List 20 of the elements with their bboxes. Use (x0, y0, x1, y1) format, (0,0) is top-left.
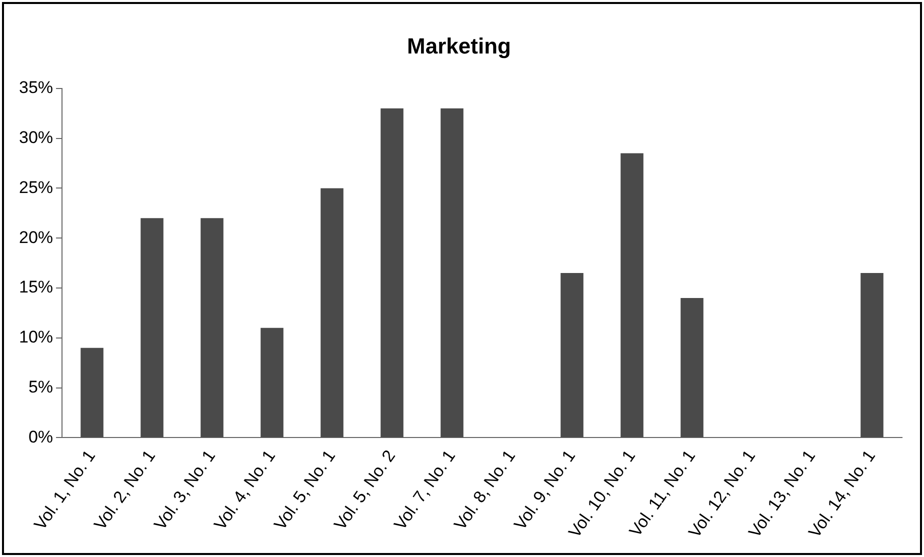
bar (860, 273, 884, 438)
y-tick-label: 20% (18, 228, 54, 247)
y-tick-label: 25% (18, 178, 54, 197)
bar (680, 298, 704, 438)
bar (80, 348, 104, 438)
y-tick-label: 10% (18, 328, 54, 347)
chart-title: Marketing (407, 33, 511, 58)
bar (620, 153, 644, 438)
y-tick-label: 0% (28, 427, 54, 446)
bar (140, 218, 164, 438)
y-tick-label: 15% (18, 278, 54, 297)
y-tick-label: 5% (28, 377, 54, 396)
y-tick-label: 30% (18, 128, 54, 147)
bar (320, 188, 344, 438)
bar (440, 108, 464, 438)
bar (260, 328, 284, 438)
bar (200, 218, 224, 438)
bar (560, 273, 584, 438)
bar (380, 108, 404, 438)
y-tick-label: 35% (18, 78, 54, 98)
